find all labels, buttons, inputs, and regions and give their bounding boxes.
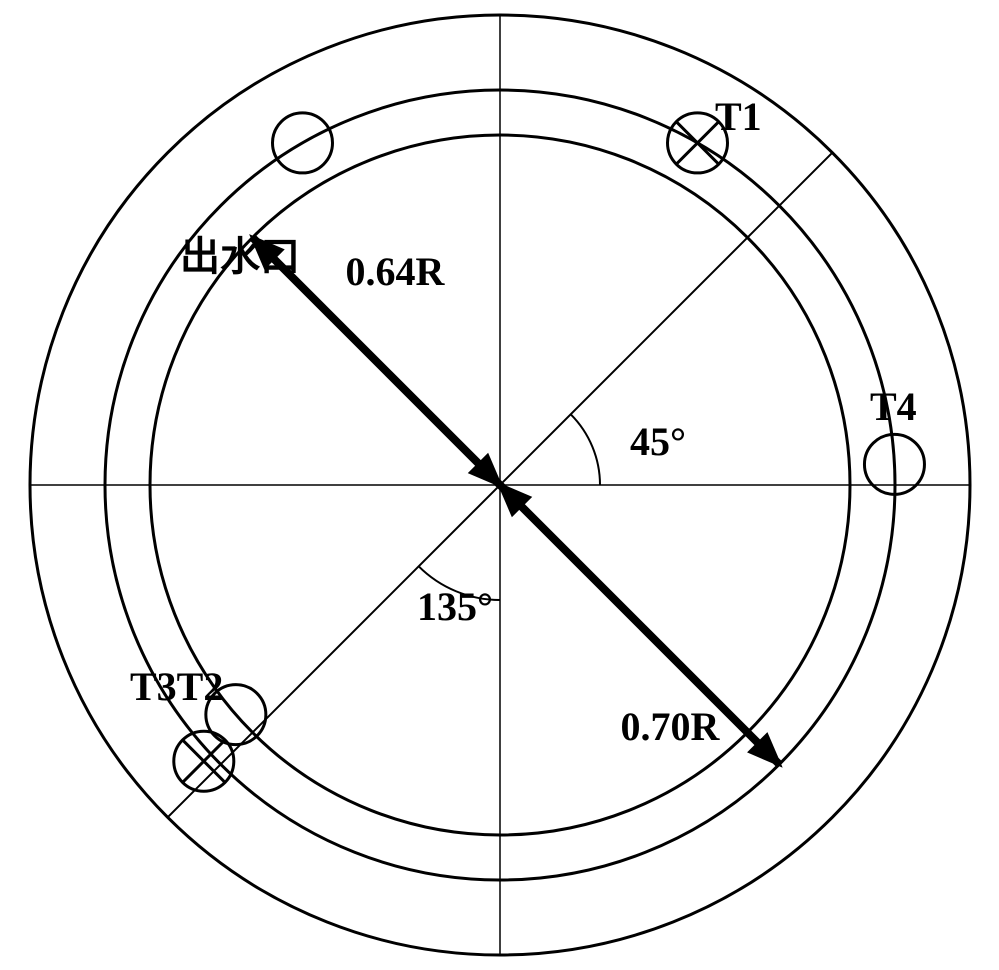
label-135deg: 135° <box>417 584 493 629</box>
angle-45-arc <box>571 414 600 485</box>
label-T4: T4 <box>870 384 917 429</box>
label-064R: 0.64R <box>346 249 446 294</box>
label-45deg: 45° <box>630 419 686 464</box>
label-T3T2: T3T2 <box>130 664 223 709</box>
label-outlet: 出水口 <box>180 234 300 279</box>
circular-diagram: 0.64R 0.70R 45° 135° T1 T4 T3T2 出水口 <box>0 0 999 970</box>
label-070R: 0.70R <box>621 704 721 749</box>
label-T1: T1 <box>715 94 762 139</box>
